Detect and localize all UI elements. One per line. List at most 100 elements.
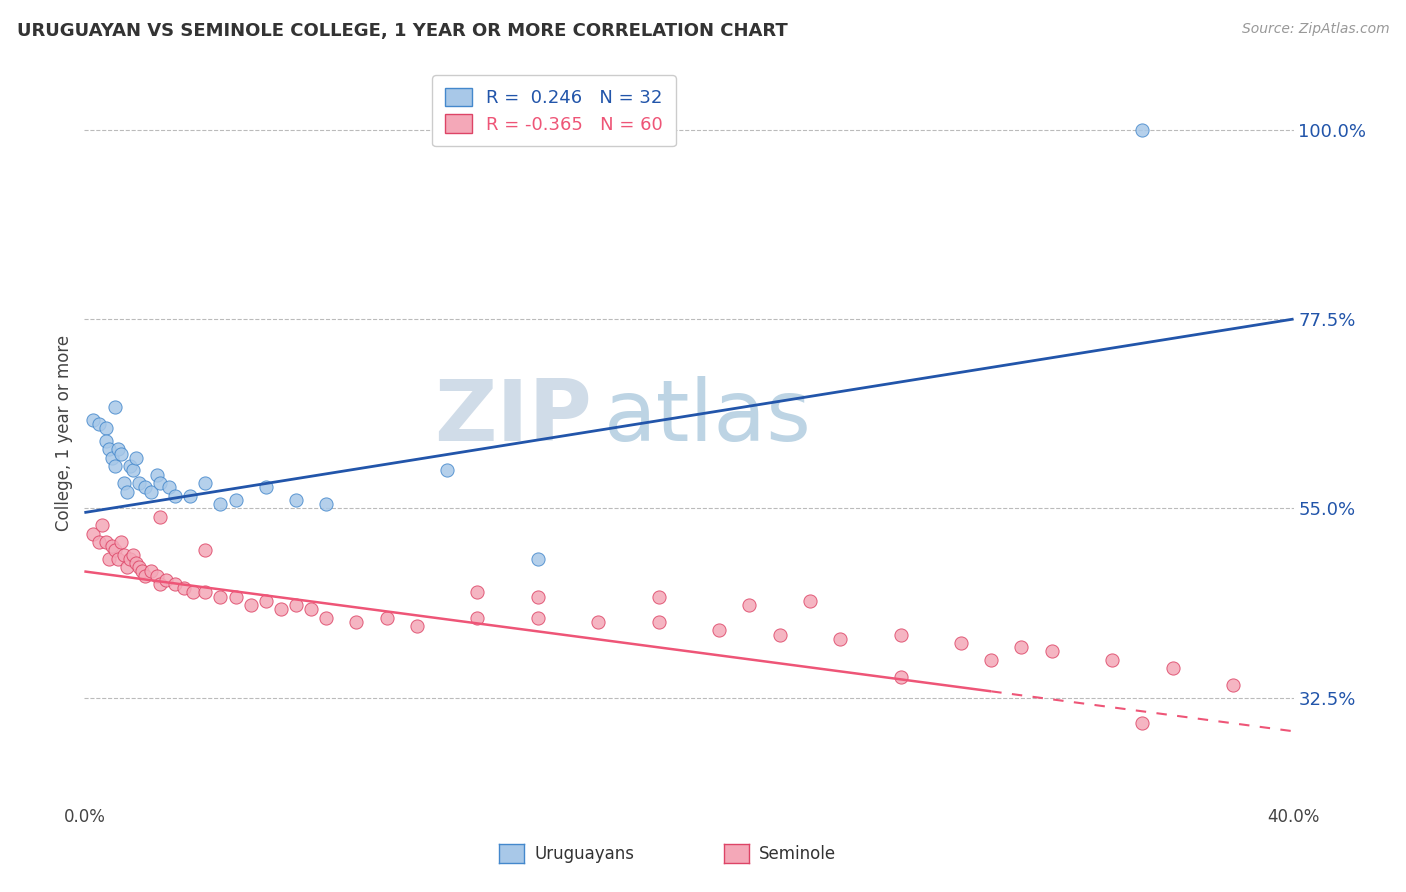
Point	[285, 598, 308, 612]
Point	[125, 450, 148, 465]
Point	[254, 480, 277, 494]
Point	[194, 585, 217, 599]
Legend: R =  0.246   N = 32, R = -0.365   N = 60: R = 0.246 N = 32, R = -0.365 N = 60	[432, 75, 675, 146]
Text: URUGUAYAN VS SEMINOLE COLLEGE, 1 YEAR OR MORE CORRELATION CHART: URUGUAYAN VS SEMINOLE COLLEGE, 1 YEAR OR…	[17, 22, 787, 40]
Point	[110, 535, 132, 549]
Point	[225, 492, 247, 507]
Point	[1011, 640, 1033, 655]
Point	[209, 590, 232, 604]
Text: Uruguayans: Uruguayans	[534, 845, 634, 863]
Point	[346, 615, 368, 629]
Point	[82, 413, 104, 427]
Point	[131, 565, 153, 579]
Point	[97, 442, 120, 457]
Point	[254, 594, 277, 608]
Point	[146, 467, 169, 482]
Point	[155, 573, 177, 587]
Y-axis label: College, 1 year or more: College, 1 year or more	[55, 334, 73, 531]
Point	[315, 611, 337, 625]
Point	[165, 577, 187, 591]
Point	[121, 548, 143, 562]
Point	[100, 539, 122, 553]
Point	[648, 590, 671, 604]
Text: Seminole: Seminole	[759, 845, 837, 863]
Point	[149, 476, 172, 491]
Point	[157, 480, 180, 494]
Point	[209, 497, 232, 511]
Point	[91, 518, 114, 533]
Point	[527, 590, 550, 604]
Point	[94, 535, 117, 549]
Point	[375, 611, 398, 625]
Point	[89, 417, 111, 432]
Point	[139, 484, 162, 499]
Point	[94, 434, 117, 448]
Point	[285, 492, 308, 507]
Point	[299, 602, 322, 616]
Point	[527, 611, 550, 625]
Point	[467, 611, 489, 625]
Point	[950, 636, 973, 650]
Point	[112, 548, 135, 562]
Point	[82, 526, 104, 541]
Point	[125, 556, 148, 570]
Point	[179, 489, 201, 503]
Point	[436, 463, 458, 477]
Point	[1101, 653, 1123, 667]
Point	[115, 560, 138, 574]
Point	[1222, 678, 1244, 692]
Point	[709, 624, 731, 638]
Point	[1161, 661, 1184, 675]
Point	[104, 459, 127, 474]
Point	[107, 551, 129, 566]
Point	[165, 489, 187, 503]
Point	[146, 568, 169, 582]
Point	[89, 535, 111, 549]
Point	[830, 632, 852, 646]
Point	[128, 476, 150, 491]
Point	[890, 670, 912, 684]
Point	[467, 585, 489, 599]
Point	[104, 543, 127, 558]
Point	[100, 450, 122, 465]
Point	[107, 442, 129, 457]
Text: ZIP: ZIP	[434, 376, 592, 459]
Point	[980, 653, 1002, 667]
Point	[890, 627, 912, 641]
Point	[97, 551, 120, 566]
Point	[181, 585, 204, 599]
Point	[173, 581, 195, 595]
Text: atlas: atlas	[605, 376, 813, 459]
Point	[270, 602, 292, 616]
Point	[1130, 122, 1153, 136]
Point	[799, 594, 821, 608]
Point	[134, 568, 156, 582]
Point	[406, 619, 429, 633]
Point	[110, 447, 132, 461]
Point	[738, 598, 761, 612]
Point	[115, 484, 138, 499]
Point	[225, 590, 247, 604]
Point	[149, 509, 172, 524]
Point	[104, 401, 127, 415]
Point	[769, 627, 792, 641]
Point	[1040, 644, 1063, 658]
Point	[527, 551, 550, 566]
Text: Source: ZipAtlas.com: Source: ZipAtlas.com	[1241, 22, 1389, 37]
Point	[588, 615, 610, 629]
Point	[315, 497, 337, 511]
Point	[194, 543, 217, 558]
Point	[239, 598, 262, 612]
Point	[118, 459, 141, 474]
Point	[648, 615, 671, 629]
Point	[194, 476, 217, 491]
Point	[121, 463, 143, 477]
Point	[94, 421, 117, 435]
Point	[134, 480, 156, 494]
Point	[118, 551, 141, 566]
Point	[128, 560, 150, 574]
Point	[149, 577, 172, 591]
Point	[1130, 715, 1153, 730]
Point	[112, 476, 135, 491]
Point	[139, 565, 162, 579]
